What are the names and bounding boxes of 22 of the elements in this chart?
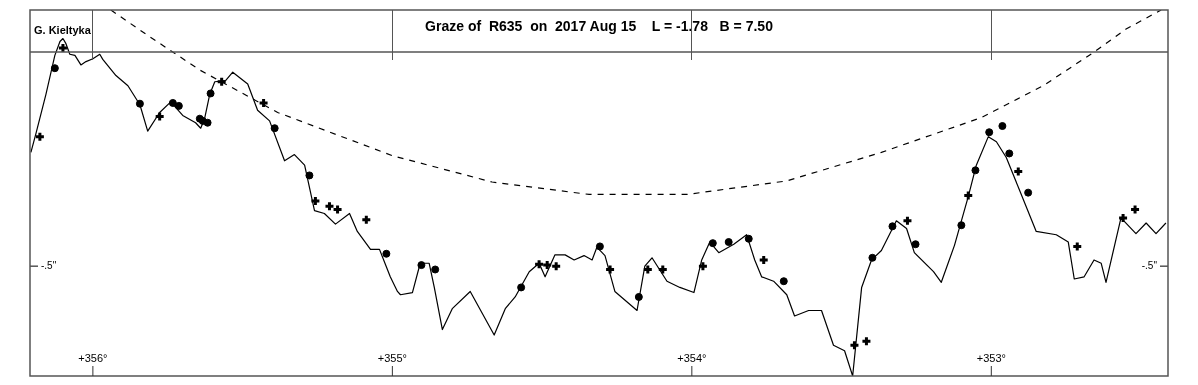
point [985, 128, 994, 137]
point [431, 265, 440, 274]
point [1024, 188, 1033, 197]
point [382, 249, 391, 258]
annotation: -.5" [41, 259, 57, 271]
x-tick-label: +356° [78, 352, 108, 365]
point [724, 238, 733, 247]
point [911, 240, 920, 249]
x-tick-label: +355° [377, 352, 407, 365]
x-tick-label: +354° [677, 352, 707, 365]
point [998, 122, 1007, 131]
point [595, 242, 604, 251]
x-tick-label: +353° [976, 352, 1006, 365]
point [50, 64, 59, 73]
point [203, 118, 212, 127]
point [305, 171, 314, 180]
annotation: G. Kieltyka [34, 24, 92, 37]
annotation: -.5" [1141, 259, 1158, 271]
point [174, 101, 183, 110]
point [1005, 149, 1014, 158]
point [206, 89, 215, 98]
point [779, 277, 788, 286]
